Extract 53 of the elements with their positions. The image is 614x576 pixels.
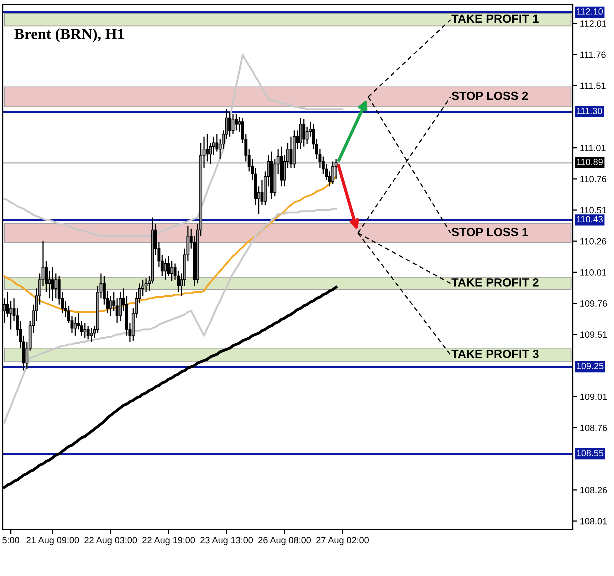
- x-tick-label: 23 Aug 13:00: [200, 537, 254, 546]
- candlestick: [109, 296, 112, 317]
- y-tick-label: 111.76: [580, 52, 606, 58]
- candlestick: [228, 111, 232, 138]
- x-tick-label: 21 Aug 09:00: [26, 537, 80, 546]
- candlestick: [206, 134, 209, 162]
- candlestick: [10, 300, 13, 330]
- y-tick-label: 108.01: [580, 518, 608, 525]
- ref-line-label: 110.43: [577, 216, 603, 223]
- candlestick: [302, 118, 306, 148]
- candlestick: [90, 328, 94, 343]
- y-tick-label: 109.51: [580, 332, 608, 338]
- candlestick: [86, 325, 90, 340]
- x-tick-label: 22 Aug 19:00: [142, 537, 196, 546]
- candlestick: [167, 256, 170, 277]
- band-label: STOP LOSS 1: [452, 228, 528, 236]
- x-tick-label: 5:00: [2, 537, 20, 544]
- y-tick-label: 110.51: [580, 207, 606, 214]
- y-tick-label: 111.01: [580, 145, 606, 152]
- x-tick-label: 26 Aug 08:00: [258, 537, 312, 546]
- y-tick-label: 110.76: [580, 176, 606, 183]
- ref-line-label: 112.10: [577, 8, 604, 15]
- line-series: [4, 208, 338, 424]
- candlestick: [234, 114, 238, 132]
- ref-line-label: 109.25: [577, 363, 604, 370]
- candlestick: [306, 126, 309, 145]
- candlestick: [51, 266, 54, 302]
- candlestick: [119, 292, 122, 322]
- y-tick-label: 112.01: [580, 20, 606, 28]
- text: Brent (BRN), H1: [14, 28, 124, 42]
- y-tick-label: 108.76: [580, 424, 608, 432]
- band-label: TAKE PROFIT 2: [452, 278, 539, 287]
- candlestick: [332, 161, 335, 185]
- band-label: TAKE PROFIT 1: [452, 14, 539, 24]
- y-tick-label: 110.01: [580, 269, 606, 276]
- y-tick-label: 108.26: [580, 487, 608, 494]
- y-tick-label: 111.51: [580, 82, 606, 90]
- x-tick-label: 22 Aug 03:00: [84, 537, 138, 546]
- ref-line-label: 108.55: [577, 450, 604, 457]
- candlestick: [290, 136, 293, 169]
- ref-line-label: 110.89: [577, 159, 603, 166]
- ref-line-label: 111.30: [577, 108, 602, 114]
- x-tick-label: 27 Aug 02:00: [316, 537, 370, 546]
- candlestick: [280, 146, 284, 188]
- y-tick-label: 109.76: [580, 300, 608, 307]
- candlestick: [299, 118, 302, 150]
- band-label: TAKE PROFIT 3: [452, 350, 539, 358]
- candlestick: [334, 158, 338, 180]
- candlestick: [84, 322, 87, 339]
- band-label: STOP LOSS 2: [452, 92, 528, 100]
- y-tick-label: 109.01: [580, 394, 608, 400]
- y-tick-label: 110.26: [580, 238, 606, 245]
- candlestick: [74, 316, 77, 336]
